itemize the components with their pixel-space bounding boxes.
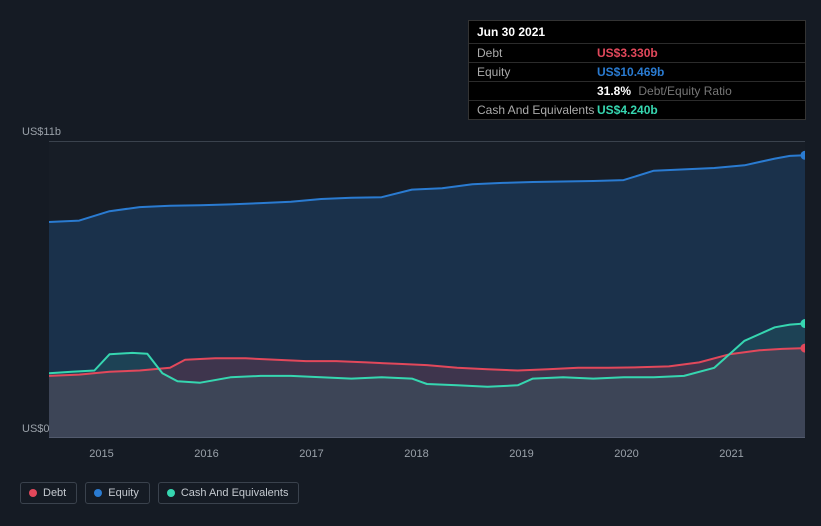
tooltip-row-label	[477, 84, 597, 98]
tooltip-row-value: US$3.330b	[597, 46, 658, 60]
tooltip-row-value: US$4.240b	[597, 103, 658, 117]
legend-item[interactable]: Cash And Equivalents	[158, 482, 300, 504]
x-axis-label: 2019	[509, 448, 533, 460]
x-axis-label: 2018	[404, 448, 428, 460]
tooltip-row-label: Cash And Equivalents	[477, 103, 597, 117]
x-axis-label: 2020	[614, 448, 638, 460]
legend-dot-icon	[29, 489, 37, 497]
legend: Debt Equity Cash And Equivalents	[20, 482, 299, 504]
chart-plot-area	[49, 141, 805, 438]
y-axis-label: US$11b	[22, 126, 61, 138]
legend-item[interactable]: Equity	[85, 482, 150, 504]
chart-tooltip: Jun 30 2021 DebtUS$3.330bEquityUS$10.469…	[468, 20, 806, 120]
x-axis-label: 2021	[719, 448, 743, 460]
legend-dot-icon	[94, 489, 102, 497]
tooltip-row: 31.8% Debt/Equity Ratio	[469, 81, 805, 100]
tooltip-row-sublabel: Debt/Equity Ratio	[635, 84, 732, 98]
y-axis-label: US$0	[22, 423, 50, 435]
tooltip-row: DebtUS$3.330b	[469, 43, 805, 62]
x-axis-label: 2015	[89, 448, 113, 460]
legend-item[interactable]: Debt	[20, 482, 77, 504]
x-axis-label: 2017	[299, 448, 323, 460]
tooltip-row-label: Equity	[477, 65, 597, 79]
legend-label: Cash And Equivalents	[181, 487, 289, 499]
tooltip-row-value: US$10.469b	[597, 65, 664, 79]
tooltip-row: Cash And EquivalentsUS$4.240b	[469, 100, 805, 119]
legend-label: Equity	[108, 487, 139, 499]
tooltip-row: EquityUS$10.469b	[469, 62, 805, 81]
legend-label: Debt	[43, 487, 66, 499]
chart-svg	[49, 141, 805, 438]
tooltip-row-value: 31.8% Debt/Equity Ratio	[597, 84, 732, 98]
x-axis-label: 2016	[194, 448, 218, 460]
tooltip-row-label: Debt	[477, 46, 597, 60]
tooltip-date: Jun 30 2021	[469, 21, 805, 43]
legend-dot-icon	[167, 489, 175, 497]
